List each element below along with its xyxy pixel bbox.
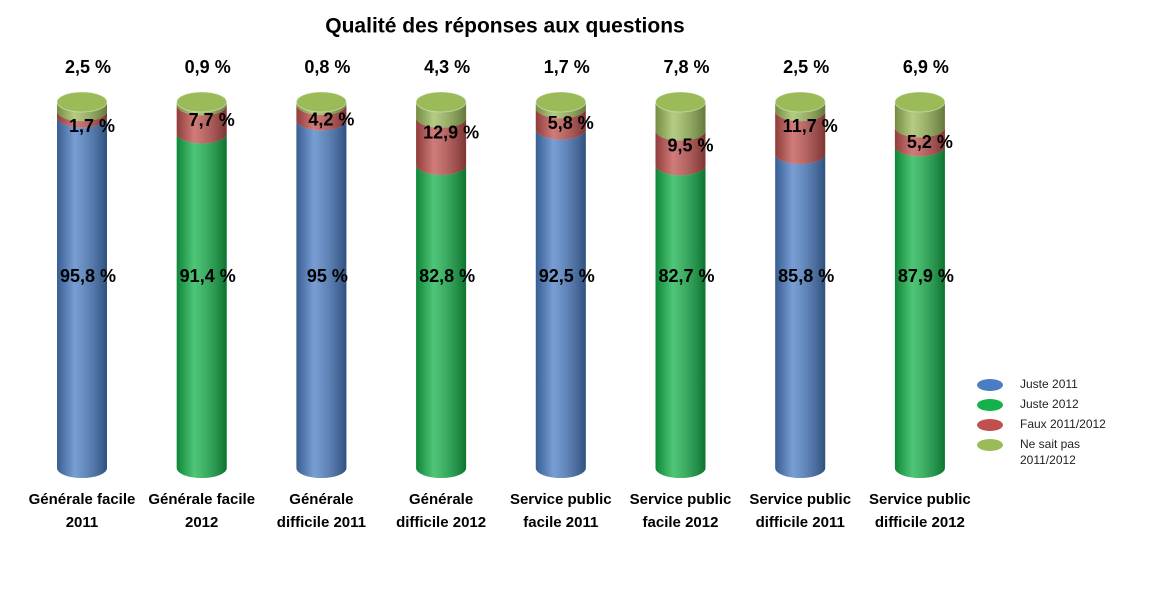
value-label: 95,8 %: [60, 266, 116, 286]
legend-label: Juste 2011: [1020, 377, 1078, 391]
x-tick-label: Générale facile 2011: [28, 491, 136, 531]
legend-label: Juste 2012: [1020, 397, 1079, 411]
chart-title: Qualité des réponses aux questions: [325, 15, 684, 38]
value-label: 0,9 %: [185, 57, 231, 77]
bar-segment: [296, 120, 347, 478]
bar-segment: [775, 153, 826, 479]
value-label: 0,8 %: [304, 57, 350, 77]
bar-segment: [655, 165, 706, 478]
legend-swatch: [977, 379, 1003, 391]
value-label: 95 %: [307, 266, 348, 286]
x-tick-label: Générale facile 2012: [148, 491, 256, 531]
value-label: 12,9 %: [423, 122, 479, 142]
value-label: 5,2 %: [907, 132, 953, 152]
bar-top: [655, 91, 706, 113]
value-label: 5,8 %: [548, 113, 594, 133]
value-label: 85,8 %: [778, 266, 834, 286]
bar-segment: [57, 117, 107, 478]
x-tick-label: Générale difficile 2012: [396, 491, 487, 531]
x-tick-label: Service public difficile 2011: [749, 491, 852, 531]
bar-top: [56, 91, 108, 113]
bar-top: [176, 91, 228, 113]
legend-label: Faux 2011/2012: [1020, 417, 1106, 431]
bar-top: [535, 91, 587, 113]
value-label: 7,7 %: [189, 110, 235, 130]
legend-swatch: [977, 399, 1003, 411]
x-tick-label: Service public facile 2011: [509, 491, 612, 531]
value-label: 82,8 %: [419, 266, 475, 286]
legend-label-part: Ne sait pas: [1020, 437, 1080, 451]
x-tick-label: Service public difficile 2012: [869, 491, 971, 531]
value-label: 11,7 %: [783, 116, 838, 136]
value-label: 92,5 %: [539, 266, 595, 286]
value-label: 82,7 %: [658, 266, 714, 286]
value-label: 1,7 %: [69, 116, 115, 136]
bar-segment: [176, 133, 227, 478]
value-label: 91,4 %: [180, 266, 236, 286]
legend-label: Ne sait pas 2011/2012: [1020, 437, 1080, 467]
legend-label-part: 2011/2012: [1020, 453, 1076, 467]
bar-top: [774, 91, 826, 113]
bar-segment: [535, 129, 586, 478]
value-label: 2,5 %: [783, 57, 829, 77]
bar-top: [295, 91, 347, 113]
value-label: 1,7 %: [544, 57, 590, 77]
value-label: 7,8 %: [663, 57, 709, 77]
bar-segment: [416, 164, 467, 478]
value-label: 9,5 %: [667, 135, 713, 155]
bar-top: [894, 91, 946, 113]
value-label: 4,2 %: [308, 110, 354, 130]
bar-segment: [894, 146, 945, 478]
bar-top: [415, 91, 467, 113]
value-label: 6,9 %: [903, 57, 949, 77]
x-tick-label: Service public facile 2012: [629, 491, 732, 531]
legend-swatch: [977, 439, 1003, 451]
x-tick-label: Générale difficile 2011: [276, 491, 366, 531]
value-label: 87,9 %: [898, 266, 954, 286]
value-label: 4,3 %: [424, 57, 470, 77]
value-label: 2,5 %: [65, 57, 111, 77]
legend-swatch: [977, 419, 1003, 431]
